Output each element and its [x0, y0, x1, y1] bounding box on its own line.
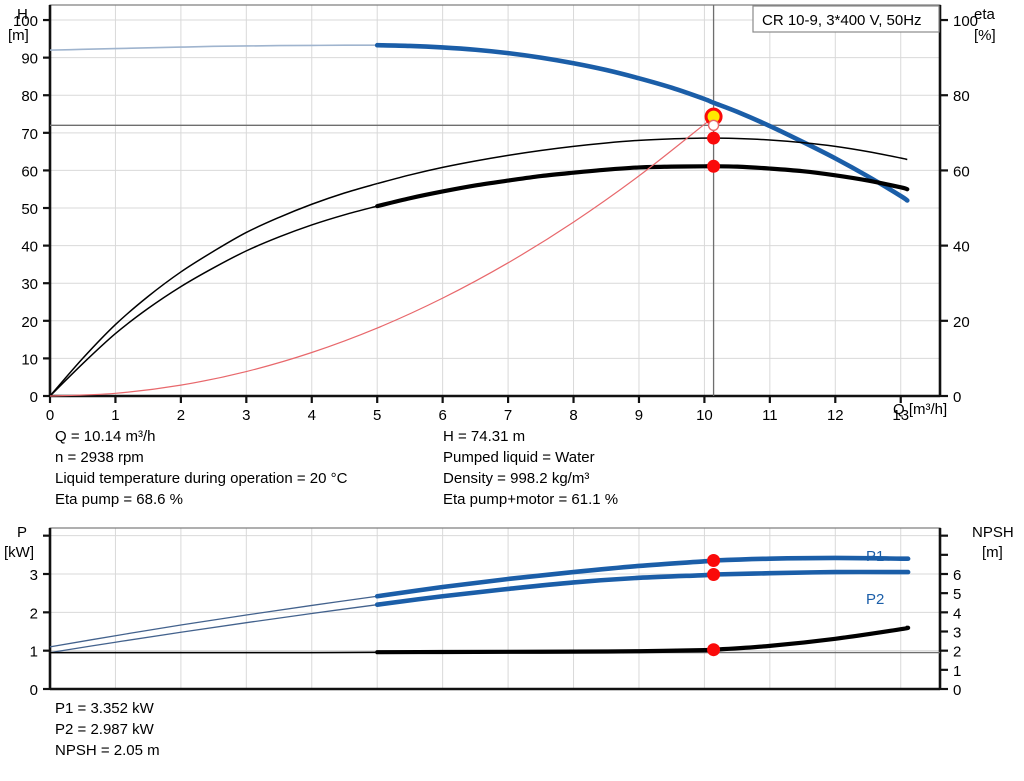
readout-p2: P2 = 2.987 kW	[55, 721, 155, 738]
npsh-point	[707, 643, 721, 657]
x-ticklabel: 1	[111, 407, 119, 424]
bottom-y-right-ticklabel: 0	[953, 682, 961, 699]
bottom-y-right-ticklabel: 5	[953, 586, 961, 603]
readout-eta-pump: Eta pump = 68.6 %	[55, 491, 183, 508]
curve	[374, 569, 911, 607]
x-ticklabel: 6	[438, 407, 446, 424]
bottom-y-left-title-line1: P	[17, 524, 27, 541]
y-right-ticklabel: 80	[953, 88, 970, 105]
plot-frame	[49, 527, 941, 690]
model-title-label: CR 10-9, 3*400 V, 50Hz	[762, 12, 922, 29]
x-ticklabel: 8	[569, 407, 577, 424]
top-y-left-title-line2: [m]	[8, 27, 29, 44]
readout-p1: P1 = 3.352 kW	[55, 700, 155, 717]
p1-point	[707, 554, 721, 568]
y-left-ticklabel: 50	[21, 201, 38, 218]
curve	[49, 182, 378, 397]
head-and-efficiency-series	[49, 5, 940, 397]
bottom-y-right-title-line2: [m]	[982, 544, 1003, 561]
eta-pump-point	[707, 131, 721, 145]
bottom-y-left-ticklabel: 3	[30, 567, 38, 584]
readout-top-col1: Q = 10.14 m³/h n = 2938 rpm Liquid tempe…	[55, 428, 348, 508]
top-y-right-title-line1: eta	[974, 6, 996, 23]
readout-h: H = 74.31 m	[443, 428, 525, 445]
bottom-chart-axes: 0 1 2 3 0 1 2 3 4 5 6	[30, 527, 961, 699]
top-y-right-title-line2: [%]	[974, 27, 996, 44]
curve	[375, 625, 911, 655]
x-ticklabel: 5	[373, 407, 381, 424]
x-ticklabel: 13	[892, 407, 909, 424]
bottom-y-right-ticklabel: 2	[953, 644, 961, 661]
bottom-y-left-title-line2: [kW]	[4, 544, 34, 561]
curve	[49, 604, 378, 654]
readout-liquid-temperature: Liquid temperature during operation = 20…	[55, 470, 348, 487]
curve	[375, 164, 910, 209]
y-left-ticklabel: 0	[30, 389, 38, 406]
x-ticklabel: 10	[696, 407, 713, 424]
curve	[49, 116, 714, 397]
readout-pumped-liquid: Pumped liquid = Water	[443, 449, 595, 466]
y-left-ticklabel: 40	[21, 239, 38, 256]
bottom-y-left-ticklabel: 1	[30, 644, 38, 661]
readout-q: Q = 10.14 m³/h	[55, 428, 155, 445]
x-ticklabel: 7	[504, 407, 512, 424]
y-left-ticklabel: 100	[13, 13, 38, 30]
curve	[377, 137, 908, 185]
x-ticklabel: 12	[827, 407, 844, 424]
readout-npsh: NPSH = 2.05 m	[55, 742, 160, 759]
x-ticklabel: 11	[762, 407, 778, 424]
curve	[374, 42, 910, 203]
curve	[49, 595, 378, 648]
plot-frame	[49, 4, 941, 397]
readout-n: n = 2938 rpm	[55, 449, 144, 466]
y-right-ticklabel: 0	[953, 389, 961, 406]
p1-curve-label: P1	[866, 548, 884, 565]
bottom-y-right-ticklabel: 3	[953, 625, 961, 642]
x-ticklabel: 0	[46, 407, 54, 424]
bottom-y-right-ticklabel: 1	[953, 663, 961, 680]
bottom-y-right-title-line1: NPSH	[972, 524, 1014, 541]
y-left-ticklabel: 20	[21, 314, 38, 331]
curve	[374, 555, 911, 599]
y-right-ticklabel: 100	[953, 13, 978, 30]
y-right-ticklabel: 40	[953, 239, 970, 256]
readout-density: Density = 998.2 kg/m³	[443, 470, 589, 487]
x-ticklabel: 9	[635, 407, 643, 424]
y-right-ticklabel: 20	[953, 314, 970, 331]
system-curve-point	[707, 119, 720, 132]
x-ticklabel: 3	[242, 407, 250, 424]
y-right-ticklabel: 60	[953, 163, 970, 180]
eta-pump-motor-point	[707, 159, 721, 173]
y-left-ticklabel: 60	[21, 163, 38, 180]
y-left-ticklabel: 10	[21, 351, 38, 368]
y-left-ticklabel: 30	[21, 276, 38, 293]
y-left-ticklabel: 70	[21, 126, 38, 143]
readout-eta-pump-motor: Eta pump+motor = 61.1 %	[443, 491, 618, 508]
model-title-box: CR 10-9, 3*400 V, 50Hz	[752, 5, 940, 33]
y-left-ticklabel: 90	[21, 51, 38, 68]
top-y-left-title-line1: H	[17, 6, 28, 23]
x-ticklabel: 4	[308, 407, 316, 424]
readout-bottom: P1 = 3.352 kW P2 = 2.987 kW NPSH = 2.05 …	[55, 700, 160, 759]
p2-point	[707, 567, 721, 581]
top-x-axis-label: Q [m³/h]	[893, 401, 947, 418]
curve	[49, 44, 378, 51]
x-ticklabel: 2	[177, 407, 185, 424]
power-and-npsh-series	[49, 554, 940, 657]
bottom-y-left-ticklabel: 0	[30, 682, 38, 699]
readout-top-col2: H = 74.31 m Pumped liquid = Water Densit…	[443, 428, 618, 508]
curve	[49, 205, 378, 397]
bottom-y-right-ticklabel: 6	[953, 567, 961, 584]
bottom-y-right-ticklabel: 4	[953, 605, 961, 622]
bottom-y-left-ticklabel: 2	[30, 605, 38, 622]
y-left-ticklabel: 80	[21, 88, 38, 105]
p2-curve-label: P2	[866, 591, 884, 608]
